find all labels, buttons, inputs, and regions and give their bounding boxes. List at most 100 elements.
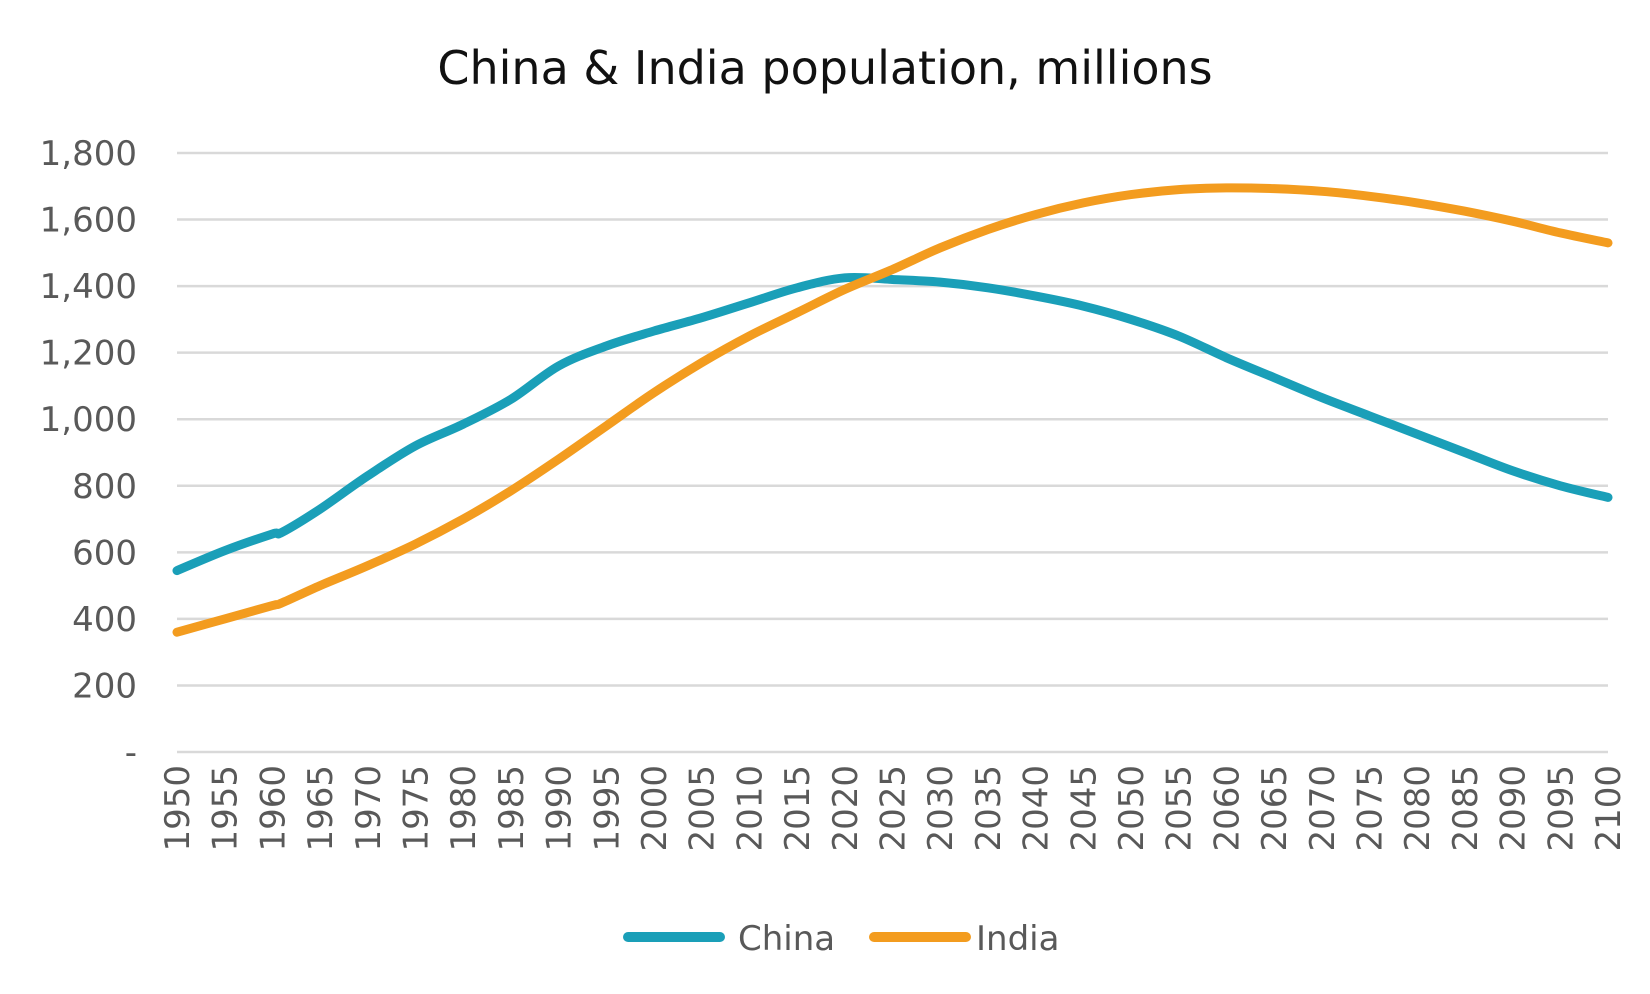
x-tick-label: 2035 — [969, 765, 1009, 852]
data-point-india — [1464, 210, 1466, 212]
x-tick-label: 1950 — [158, 765, 198, 852]
data-point-china — [1464, 452, 1466, 453]
data-point-india — [1369, 195, 1370, 197]
y-tick-label: - — [125, 733, 137, 773]
data-point-india — [1416, 202, 1418, 204]
legend: China India — [623, 919, 1059, 959]
data-point-china — [415, 445, 416, 447]
data-point-india — [319, 585, 321, 587]
data-point-china — [1607, 496, 1609, 498]
data-point-india — [1321, 190, 1323, 192]
data-point-china — [1225, 357, 1227, 359]
data-point-india — [1178, 189, 1180, 191]
series-line-india — [172, 183, 1613, 637]
data-point-china — [1369, 415, 1370, 417]
data-point-india — [1512, 220, 1514, 222]
data-point-china — [892, 278, 893, 280]
data-point-china — [653, 330, 655, 332]
data-point-india — [558, 458, 560, 460]
x-tick-label: 1960 — [253, 765, 293, 852]
x-tick-label: 2050 — [1112, 765, 1152, 852]
y-axis: - 200 400 600 800 1,000 1,200 1,400 1,600 1,800 — [40, 134, 137, 773]
x-tick-label: 2000 — [635, 765, 675, 852]
x-tick-label: 2075 — [1351, 765, 1391, 852]
series-line-china — [172, 272, 1613, 576]
y-tick-label: 1,600 — [40, 201, 137, 241]
data-point-china — [1273, 377, 1275, 379]
x-tick-label: 2045 — [1064, 765, 1104, 852]
data-point-india — [367, 565, 369, 567]
data-point-india — [1607, 242, 1609, 244]
x-tick-label: 1990 — [540, 765, 580, 852]
x-tick-label: 1975 — [397, 765, 437, 852]
x-tick-label: 2055 — [1160, 765, 1200, 852]
x-tick-label: 2085 — [1446, 765, 1486, 852]
data-point-china — [224, 550, 226, 552]
data-point-china — [701, 317, 703, 319]
legend-label-india: India — [976, 919, 1059, 959]
series-lines — [172, 183, 1613, 637]
data-point-india — [1225, 187, 1227, 189]
x-tick-label: 2010 — [730, 765, 770, 852]
data-point-china — [367, 475, 369, 477]
x-tick-label: 2025 — [874, 765, 914, 852]
x-tick-label: 2100 — [1589, 765, 1629, 852]
x-tick-label: 2070 — [1303, 765, 1343, 852]
data-point-china — [271, 533, 273, 535]
x-tick-label: 1995 — [587, 765, 627, 852]
data-point-india — [844, 288, 846, 290]
data-point-china — [462, 423, 464, 425]
data-point-india — [510, 490, 512, 492]
y-tick-label: 1,400 — [40, 267, 137, 307]
x-tick-label: 2030 — [921, 765, 961, 852]
x-tick-label: 1970 — [349, 765, 389, 852]
x-tick-label: 2040 — [1017, 765, 1057, 852]
data-point-china — [319, 508, 321, 510]
y-tick-label: 400 — [72, 600, 137, 640]
x-tick-label: 2060 — [1207, 765, 1247, 852]
x-tick-label: 1955 — [206, 765, 246, 852]
x-axis: 1950 1955 1960 1965 1970 1975 1980 1985 1990 1995… — [158, 765, 1629, 852]
data-point-india — [653, 392, 655, 394]
data-point-india — [1130, 194, 1132, 196]
y-tick-label: 1,000 — [40, 400, 137, 440]
data-point-india — [224, 618, 226, 620]
data-point-china — [939, 281, 941, 283]
x-tick-label: 2095 — [1541, 765, 1581, 852]
data-point-china — [1512, 470, 1514, 472]
data-point-india — [987, 229, 989, 231]
x-tick-label: 2015 — [778, 765, 818, 852]
data-point-india — [1559, 232, 1561, 234]
y-tick-label: 600 — [72, 533, 137, 573]
data-point-china — [176, 570, 178, 572]
data-point-china — [748, 302, 750, 304]
data-point-india — [271, 605, 273, 607]
data-point-china — [1321, 397, 1323, 399]
data-point-china — [558, 365, 560, 367]
data-point-china — [510, 398, 512, 400]
data-point-india — [1273, 188, 1275, 190]
data-point-india — [892, 268, 893, 270]
x-tick-label: 2005 — [683, 765, 723, 852]
data-point-india — [462, 518, 464, 520]
data-point-china — [1082, 305, 1084, 307]
data-point-india — [1035, 214, 1037, 216]
legend-item-india: India — [869, 919, 1059, 959]
data-point-china — [1416, 433, 1418, 435]
data-point-india — [701, 362, 703, 364]
x-tick-label: 2080 — [1398, 765, 1438, 852]
legend-item-china: China — [623, 919, 835, 959]
x-tick-label: 1965 — [301, 765, 341, 852]
x-tick-label: 2065 — [1255, 765, 1295, 852]
data-point-india — [939, 247, 941, 249]
data-point-india — [1082, 202, 1084, 204]
y-tick-label: 200 — [72, 666, 137, 706]
data-point-china — [1178, 335, 1180, 337]
data-point-china — [796, 287, 798, 289]
data-point-china — [605, 345, 607, 347]
y-tick-label: 1,800 — [40, 134, 137, 174]
x-tick-label: 1980 — [444, 765, 484, 852]
data-point-china — [1035, 295, 1037, 297]
data-point-india — [281, 602, 283, 604]
